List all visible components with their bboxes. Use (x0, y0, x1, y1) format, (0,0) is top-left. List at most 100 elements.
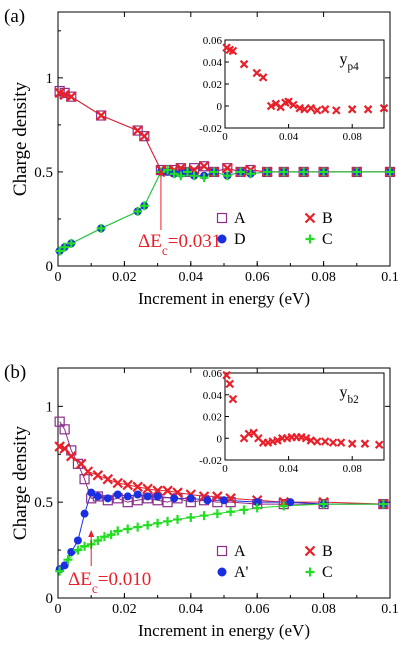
data-point (60, 242, 70, 252)
data-point (186, 494, 195, 503)
x-tick-label: 0.06 (245, 270, 270, 285)
inset-y-tick-label: 0.06 (203, 368, 223, 380)
data-point (199, 173, 209, 183)
data-point (186, 513, 196, 522)
inset-data-point (252, 68, 262, 78)
data-point (198, 161, 210, 172)
y-tick-label: 0 (46, 259, 54, 275)
x-tick-label: 0 (55, 602, 62, 617)
data-point (67, 548, 76, 556)
data-point (102, 473, 114, 485)
data-point (112, 477, 124, 489)
data-point (133, 522, 143, 532)
data-point (385, 167, 395, 177)
data-point (55, 246, 65, 256)
data-point (66, 91, 77, 102)
data-point (66, 450, 77, 462)
x-tick-label: 0.1 (381, 602, 399, 617)
data-point (279, 501, 289, 511)
data-point (82, 466, 94, 477)
data-point (143, 520, 153, 530)
chart-panel-2: 0 0.02 0.04 0.06 0.08 0.1 0 0.5 1 Increment in en… (4, 362, 399, 640)
legend: A B D C (216, 210, 333, 248)
data-point (198, 161, 210, 172)
inset-data-point (266, 101, 276, 111)
data-point (142, 483, 153, 495)
y-tick-label: 1 (46, 71, 54, 87)
inset-y-tick-label: 0.04 (203, 57, 223, 69)
legend-marker-C (305, 234, 315, 244)
legend: A B A' C (216, 543, 333, 581)
data-point (143, 492, 152, 501)
data-point (162, 497, 173, 508)
inset-y-tick-label: 0 (217, 101, 223, 113)
data-point (203, 496, 212, 505)
inset-data-point (332, 106, 341, 115)
data-point (106, 530, 116, 540)
x-tick-label: 0 (55, 270, 62, 285)
chart-panel-1: 0 0.02 0.04 0.06 0.08 0.1 0 0.5 1 Increment in en… (4, 6, 399, 308)
y-tick-label: 0 (46, 591, 54, 607)
inset-data-point (258, 73, 268, 82)
data-point (122, 479, 133, 491)
data-point (139, 201, 149, 211)
inset-y-tick-label: 0.02 (203, 412, 222, 424)
legend-entry-B: B (322, 543, 333, 560)
data-point (80, 509, 89, 518)
x-tick-label: 0.02 (112, 602, 137, 617)
data-point (92, 491, 103, 502)
inset-data-point (328, 438, 338, 447)
y-tick-label: 0.5 (34, 165, 53, 181)
data-point (163, 165, 173, 175)
inset-data-point (374, 440, 384, 450)
inset-data-point (336, 438, 346, 447)
data-point (73, 545, 83, 555)
legend-entry-A: A (234, 210, 246, 227)
data-point (113, 526, 123, 536)
data-point (163, 516, 173, 526)
data-point (153, 518, 163, 528)
inset-data-point (306, 436, 316, 445)
data-point (176, 171, 186, 181)
data-point (139, 130, 150, 142)
data-point (60, 561, 69, 570)
inset-data-point (273, 436, 282, 445)
inset-x-tick-label: 0.08 (343, 463, 363, 475)
data-point (92, 470, 104, 481)
legend-entry-C: C (322, 564, 333, 581)
data-point (286, 498, 295, 507)
data-point (73, 536, 82, 545)
data-point (236, 167, 246, 177)
inset-x-tick-label: 0.04 (279, 131, 299, 143)
inset-x-tick-label: 0.04 (279, 463, 299, 475)
legend-entry-B: B (322, 210, 333, 227)
y-axis-label: Charge density (10, 81, 31, 196)
inset-data-point (320, 437, 330, 446)
x-tick-label: 0.06 (245, 602, 270, 617)
data-point (222, 171, 232, 181)
inset-data-point (379, 103, 389, 113)
data-point (199, 511, 209, 521)
data-point (55, 566, 65, 576)
inset-data-point (320, 105, 330, 114)
inset-frame (224, 372, 385, 461)
inset-y-tick-label: -0.02 (199, 123, 222, 135)
inset-data-point (289, 100, 298, 110)
data-point (173, 514, 183, 524)
data-point (220, 496, 228, 505)
data-point (189, 171, 199, 181)
data-point (162, 485, 173, 496)
legend-marker-B (304, 545, 316, 557)
annotation-arrowhead (88, 530, 95, 537)
x-axis-label: Increment in energy (eV) (138, 289, 310, 308)
data-point (80, 541, 90, 551)
x-tick-label: 0.08 (311, 602, 336, 617)
inset-y-tick-label: 0 (217, 433, 223, 445)
inset-data-point (301, 433, 311, 443)
data-point (253, 498, 262, 507)
data-point (132, 481, 143, 493)
x-tick-label: 0.04 (179, 270, 204, 285)
data-point (252, 503, 262, 513)
